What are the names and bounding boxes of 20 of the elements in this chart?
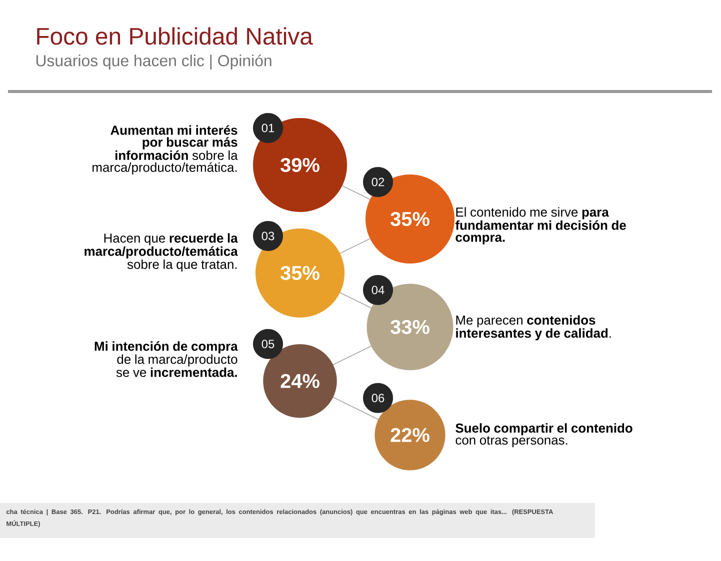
text: 03 bbox=[262, 232, 274, 240]
data-label: 33% bbox=[390, 320, 430, 334]
data-label: 35% bbox=[280, 266, 320, 280]
data-label: 24% bbox=[280, 374, 320, 388]
category-label: Me parecen contenidos interesantes y de calidad. bbox=[456, 315, 611, 340]
category-label: Mi intención de compra de la marca/producto se ve incrementada. bbox=[94, 341, 238, 377]
text: Usuarios que hacen clic | Opinión bbox=[36, 54, 272, 70]
data-label: 39% bbox=[280, 158, 320, 172]
data-label: 22% bbox=[390, 428, 430, 442]
text: 02 bbox=[372, 178, 384, 186]
text: Foco en Publicidad Nativa bbox=[37, 27, 313, 45]
category-label: Suelo compartir el contenido con otras personas. bbox=[456, 423, 632, 448]
category-label: Aumentan mi interés por buscar más información sobre la marca/producto/temática. bbox=[92, 125, 238, 174]
category-label: El contenido me sirve para fundamentar mi decisión de compra. bbox=[455, 207, 626, 244]
text: 04 bbox=[372, 286, 384, 294]
data-label: 35% bbox=[390, 212, 430, 226]
text: 05 bbox=[262, 340, 274, 348]
text: 01 bbox=[262, 124, 274, 132]
text: 06 bbox=[372, 394, 384, 402]
category-label: Hacen que recuerde la marca/producto/temática sobre la que tratan. bbox=[84, 233, 238, 272]
